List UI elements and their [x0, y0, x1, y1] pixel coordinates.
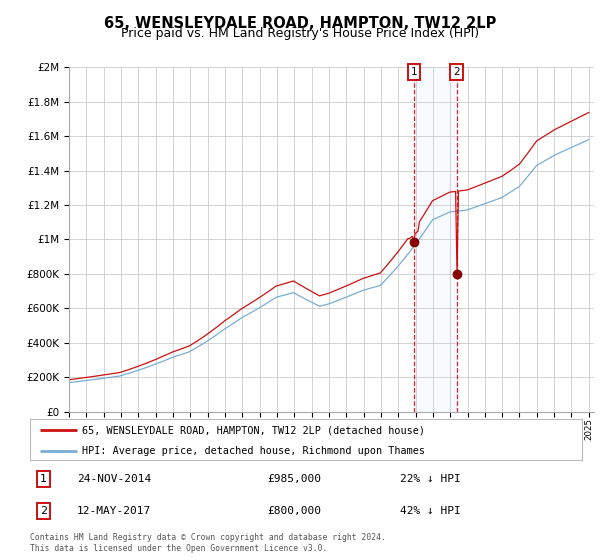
- Bar: [414, 67, 457, 412]
- Text: 2: 2: [40, 506, 47, 516]
- Text: 24-NOV-2014: 24-NOV-2014: [77, 474, 151, 484]
- Text: £985,000: £985,000: [268, 474, 322, 484]
- Text: 2: 2: [453, 67, 460, 77]
- Text: 1: 1: [40, 474, 47, 484]
- Text: 22% ↓ HPI: 22% ↓ HPI: [400, 474, 461, 484]
- Text: 65, WENSLEYDALE ROAD, HAMPTON, TW12 2LP: 65, WENSLEYDALE ROAD, HAMPTON, TW12 2LP: [104, 16, 496, 31]
- Text: HPI: Average price, detached house, Richmond upon Thames: HPI: Average price, detached house, Rich…: [82, 446, 425, 456]
- Text: 12-MAY-2017: 12-MAY-2017: [77, 506, 151, 516]
- Text: 65, WENSLEYDALE ROAD, HAMPTON, TW12 2LP (detached house): 65, WENSLEYDALE ROAD, HAMPTON, TW12 2LP …: [82, 426, 425, 436]
- Text: 1: 1: [410, 67, 417, 77]
- Text: 42% ↓ HPI: 42% ↓ HPI: [400, 506, 461, 516]
- Text: £800,000: £800,000: [268, 506, 322, 516]
- Text: Contains HM Land Registry data © Crown copyright and database right 2024.
This d: Contains HM Land Registry data © Crown c…: [30, 533, 386, 553]
- Text: Price paid vs. HM Land Registry's House Price Index (HPI): Price paid vs. HM Land Registry's House …: [121, 27, 479, 40]
